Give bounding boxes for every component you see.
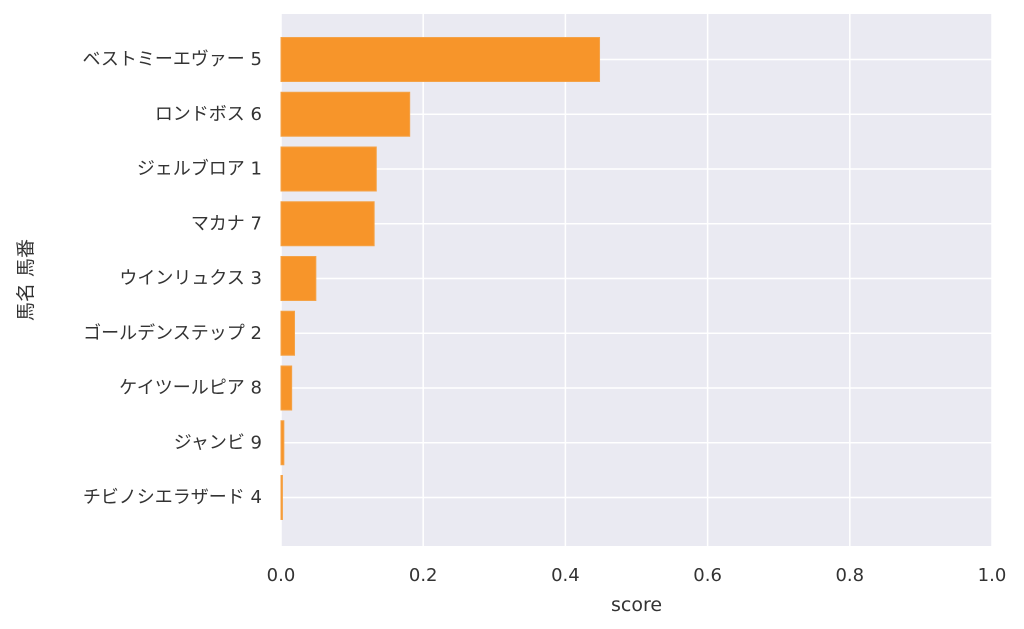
x-tick-label: 0.2 [409, 565, 438, 586]
x-tick-label: 1.0 [978, 565, 1007, 586]
bar [280, 37, 601, 82]
bar [280, 146, 377, 192]
x-tick-labels: 0.0 0.2 0.4 0.6 0.8 1.0 [267, 565, 1007, 586]
y-tick-label: ケイツールピア 8 [119, 378, 262, 399]
y-tick-label: マカナ 7 [191, 213, 262, 234]
y-tick-labels: ベストミーエヴァー 5 ロンドボス 6 ジェルブロア 1 マカナ 7 ウインリュクス 3… [82, 49, 262, 508]
y-tick-label: ウインリュクス 3 [119, 268, 262, 289]
bar [280, 256, 317, 301]
bars [280, 37, 601, 520]
x-tick-label: 0.0 [267, 565, 296, 586]
bar [280, 475, 283, 520]
y-axis-label: 馬名 馬番 [15, 239, 37, 321]
x-tick-label: 0.6 [693, 565, 722, 586]
y-tick-label: ベストミーエヴァー 5 [82, 49, 262, 70]
bar [280, 310, 296, 356]
x-axis-label: score [611, 594, 662, 616]
y-tick-label: ジャンビ 9 [174, 432, 262, 453]
y-tick-label: チビノシエラザード 4 [83, 487, 262, 508]
x-tick-label: 0.8 [835, 565, 864, 586]
bar [280, 365, 293, 411]
y-tick-label: ゴールデンステップ 2 [83, 323, 262, 344]
y-tick-label: ジェルブロア 1 [137, 158, 262, 180]
bar [280, 201, 375, 247]
y-tick-label: ロンドボス 6 [155, 104, 262, 125]
x-tick-label: 0.4 [551, 565, 580, 586]
bar [280, 420, 285, 466]
bar [280, 91, 411, 137]
